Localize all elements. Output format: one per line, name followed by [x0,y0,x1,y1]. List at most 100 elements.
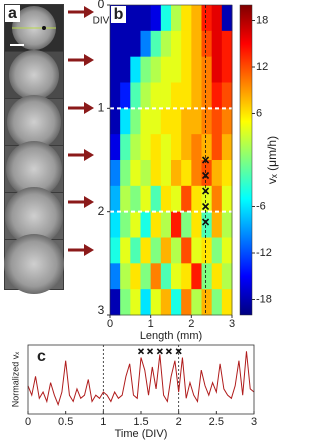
heatmap-cell [221,56,233,83]
heatmap-cell [120,56,131,83]
heatmap-cell [191,160,202,187]
heatmap-cell [181,30,192,58]
heatmap-cell [130,263,141,290]
heatmap-cell [201,108,213,135]
heatmap-cell [211,211,223,238]
heatmap-cell [211,56,223,83]
heatmap-cell [160,82,172,109]
heatmap-cell [160,185,172,213]
plot-frame [109,4,233,316]
heatmap-cell [171,185,182,213]
heatmap-cell [140,134,152,161]
heatmap-cell [160,237,172,264]
heatmap-cell [201,185,213,213]
heatmap-cell [211,160,223,187]
heatmap-cell [160,134,172,161]
y-tick-label: 0 [98,0,105,11]
y-tick-label: 1 [98,101,105,115]
trace-line [27,351,255,407]
heatmap-cell [191,134,202,161]
heatmap-cell [140,263,152,290]
x-tick-label: 2 [176,416,182,428]
heatmap-cell [211,289,223,316]
heatmap-cell [191,5,202,32]
heatmap-cell [140,237,152,264]
heatmap-cell [221,134,233,161]
label-box [5,5,20,22]
heatmap-cell [191,237,202,264]
heatmap-cell [110,30,121,58]
heatmap-cell [221,30,233,58]
heatmap-cell [120,263,131,290]
heatmap-cell [120,211,131,238]
heatmap-cell [221,237,233,264]
heatmap-cell [150,263,162,290]
heatmap-cell [130,82,141,109]
heatmap-cell [201,82,213,109]
colorbar-tick-label: -6 [256,200,266,212]
heatmap-cell [130,30,141,58]
marker [137,348,145,355]
heatmap-cell [140,160,152,187]
panel-label: b [114,6,124,23]
label-box [34,348,49,365]
heatmap-cell [120,30,131,58]
heatmap-cell [160,108,172,135]
heatmap-cell [211,237,223,264]
heatmap-cell [211,263,223,290]
heatmap-cell [130,237,141,264]
heatmap-cell [150,30,162,58]
heatmap-cell [140,82,152,109]
heatmap-cell [171,5,182,32]
heatmap-cell [171,237,182,264]
heatmap-cell [211,108,223,135]
heatmap-cell [191,82,202,109]
heatmap-cell [221,82,233,109]
heatmap-cell [140,108,152,135]
heatmap-cell [221,185,233,213]
heatmap-cell [140,30,152,58]
heatmap-cell [120,82,131,109]
marker [146,348,154,355]
heatmap-cell [140,5,152,32]
heatmap-cell [120,289,131,316]
heatmap-cell [181,263,192,290]
heatmap-cell [160,289,172,316]
heatmap-cell [120,134,131,161]
heatmap-cell [160,5,172,32]
heatmap-cell [130,185,141,213]
heatmap-cell [191,211,202,238]
heatmap-cell [140,289,152,316]
heatmap-cell [130,134,141,161]
heatmap-cell [171,56,182,83]
heatmap-cell [160,30,172,58]
heatmap-cell [191,263,202,290]
heatmap-cell [120,160,131,187]
heatmap-cell [211,82,223,109]
heatmap-cell [201,5,213,32]
heatmap-cell [120,185,131,213]
heatmap-cell [201,289,213,316]
label-box [111,6,126,23]
marker [202,218,210,226]
plot-frame [27,344,255,415]
heatmap-cell [181,5,192,32]
marker [175,348,182,355]
x-axis-label: Time (DIV) [115,428,168,440]
heatmap-cell [191,289,202,316]
x-tick-label: 1 [100,416,106,428]
marker [202,202,210,211]
heatmap-cell [201,211,213,238]
heatmap-cell [120,237,131,264]
heatmap-cell [201,56,213,83]
heatmap-cell [171,263,182,290]
heatmap-cell [171,160,182,187]
heatmap-cell [181,134,192,161]
heatmap-cell [150,108,162,135]
heatmap-cell [160,211,172,238]
heatmap-cell [221,211,233,238]
x-tick-label: 2.5 [209,416,224,428]
heatmap-cell [201,263,213,290]
heatmap-cell [150,160,162,187]
